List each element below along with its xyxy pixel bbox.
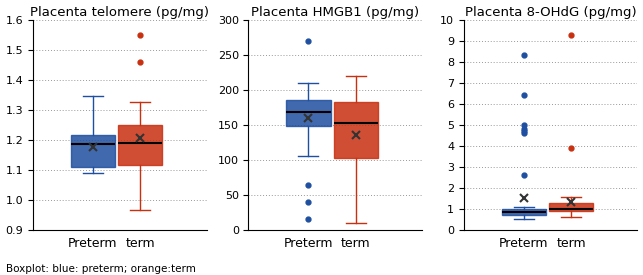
Bar	[334, 101, 378, 158]
Bar	[502, 208, 546, 215]
Bar	[71, 135, 115, 167]
Bar	[286, 100, 331, 126]
Bar	[118, 125, 163, 165]
Bar	[549, 203, 593, 211]
Title: Placenta 8-OHdG (pg/mg): Placenta 8-OHdG (pg/mg)	[465, 6, 637, 18]
Text: Boxplot: blue: preterm; orange:term: Boxplot: blue: preterm; orange:term	[6, 264, 196, 274]
Title: Placenta HMGB1 (pg/mg): Placenta HMGB1 (pg/mg)	[251, 6, 419, 18]
Title: Placenta telomere (pg/mg): Placenta telomere (pg/mg)	[30, 6, 209, 18]
